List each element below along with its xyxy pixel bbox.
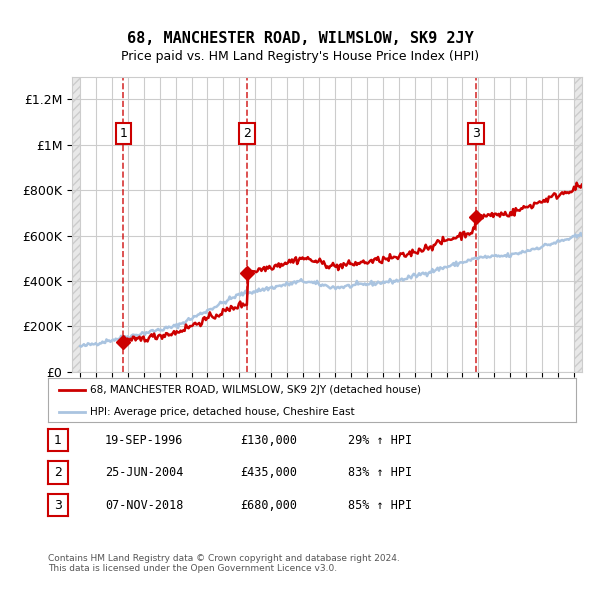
Text: 83% ↑ HPI: 83% ↑ HPI (348, 466, 412, 479)
Text: 3: 3 (472, 127, 480, 140)
Text: 2: 2 (243, 127, 251, 140)
Bar (574, 77, 582, 372)
Text: HPI: Average price, detached house, Cheshire East: HPI: Average price, detached house, Ches… (90, 407, 355, 417)
Text: 1: 1 (54, 434, 62, 447)
Text: 25-JUN-2004: 25-JUN-2004 (105, 466, 184, 479)
Text: £435,000: £435,000 (240, 466, 297, 479)
Bar (72, 77, 80, 372)
Text: 07-NOV-2018: 07-NOV-2018 (105, 499, 184, 512)
Text: 68, MANCHESTER ROAD, WILMSLOW, SK9 2JY (detached house): 68, MANCHESTER ROAD, WILMSLOW, SK9 2JY (… (90, 385, 421, 395)
Text: 19-SEP-1996: 19-SEP-1996 (105, 434, 184, 447)
Text: 2: 2 (54, 466, 62, 479)
Text: 85% ↑ HPI: 85% ↑ HPI (348, 499, 412, 512)
Text: 3: 3 (54, 499, 62, 512)
Text: 68, MANCHESTER ROAD, WILMSLOW, SK9 2JY: 68, MANCHESTER ROAD, WILMSLOW, SK9 2JY (127, 31, 473, 46)
Text: Price paid vs. HM Land Registry's House Price Index (HPI): Price paid vs. HM Land Registry's House … (121, 50, 479, 63)
Text: 29% ↑ HPI: 29% ↑ HPI (348, 434, 412, 447)
Text: Contains HM Land Registry data © Crown copyright and database right 2024.
This d: Contains HM Land Registry data © Crown c… (48, 554, 400, 573)
Text: 1: 1 (119, 127, 127, 140)
Text: £680,000: £680,000 (240, 499, 297, 512)
Text: £130,000: £130,000 (240, 434, 297, 447)
